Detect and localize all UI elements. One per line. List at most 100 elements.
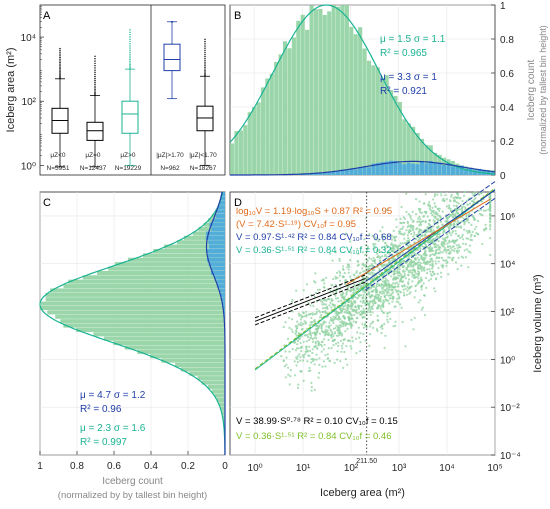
scatter-point bbox=[429, 248, 432, 251]
scatter-point bbox=[340, 320, 344, 323]
scatter-point bbox=[356, 331, 359, 334]
scatter-point bbox=[480, 208, 483, 211]
scatter-point bbox=[322, 298, 325, 301]
scatter-point bbox=[326, 329, 329, 332]
scatter-point bbox=[362, 332, 365, 335]
scatter-point bbox=[311, 312, 314, 315]
hist-bar bbox=[164, 244, 225, 249]
scatter-point bbox=[452, 241, 455, 244]
scatter-point bbox=[398, 268, 401, 271]
scatter-point bbox=[385, 293, 388, 297]
scatter-point bbox=[329, 301, 332, 304]
y-axis-label: Iceberg volume (m³) bbox=[532, 274, 544, 372]
scatter-point bbox=[425, 253, 428, 256]
scatter-point bbox=[478, 212, 481, 215]
scatter-point bbox=[381, 280, 385, 283]
scatter-point bbox=[280, 355, 283, 358]
scatter-point bbox=[324, 333, 327, 336]
scatter-point bbox=[361, 267, 364, 270]
scatter-point bbox=[467, 237, 470, 240]
box-outlier bbox=[129, 29, 131, 31]
scatter-point bbox=[321, 301, 324, 304]
scatter-point bbox=[390, 275, 393, 278]
hist-bar bbox=[214, 393, 225, 398]
scatter-point bbox=[306, 360, 309, 363]
box-outlier bbox=[204, 49, 206, 52]
scatter-point bbox=[329, 252, 332, 255]
scatter-point bbox=[446, 260, 449, 264]
scatter-point bbox=[381, 246, 384, 249]
scatter-point bbox=[446, 236, 449, 239]
scatter-point bbox=[300, 350, 303, 353]
scatter-point bbox=[392, 236, 395, 239]
scatter-point bbox=[387, 294, 390, 297]
hist-bar bbox=[223, 310, 225, 315]
scatter-point bbox=[394, 288, 397, 291]
scatter-point bbox=[463, 194, 466, 197]
scatter-point bbox=[310, 389, 313, 392]
scatter-point bbox=[295, 356, 298, 359]
scatter-point bbox=[347, 271, 350, 274]
box-outlier bbox=[94, 87, 96, 89]
scatter-point bbox=[436, 235, 439, 238]
scatter-point bbox=[418, 215, 421, 218]
scatter-point bbox=[348, 319, 351, 322]
fit-line bbox=[254, 187, 496, 370]
scatter-point bbox=[411, 210, 414, 213]
scatter-point bbox=[373, 289, 376, 292]
scatter-point bbox=[364, 295, 367, 298]
box-n-label: N=18267 bbox=[190, 165, 217, 172]
hist-bar bbox=[437, 162, 442, 175]
scatter-point bbox=[294, 349, 297, 352]
scatter-point bbox=[324, 303, 327, 306]
scatter-point bbox=[431, 214, 434, 217]
scatter-point bbox=[376, 329, 379, 333]
scatter-point bbox=[433, 193, 437, 196]
hist-bar bbox=[252, 107, 257, 175]
scatter-point bbox=[417, 230, 420, 233]
scatter-point bbox=[455, 244, 458, 247]
scatter-point bbox=[431, 253, 434, 256]
scatter-point bbox=[426, 268, 429, 271]
scatter-point bbox=[377, 254, 380, 257]
scatter-point bbox=[362, 296, 365, 299]
scatter-point bbox=[375, 291, 378, 294]
scatter-point bbox=[311, 313, 314, 316]
scatter-point bbox=[461, 209, 464, 212]
scatter-point bbox=[309, 369, 312, 372]
hist-bar bbox=[318, 172, 323, 175]
scatter-point bbox=[406, 289, 409, 292]
scatter-point bbox=[394, 239, 397, 242]
scatter-point bbox=[386, 312, 389, 315]
scatter-point bbox=[368, 295, 371, 298]
scatter-point bbox=[341, 347, 344, 350]
scatter-point bbox=[456, 246, 459, 250]
annotation: V = 0.36·S¹·⁵¹ R² = 0.84 CV₁₀f = 0.32 bbox=[236, 245, 392, 256]
scatter-point bbox=[374, 296, 378, 299]
scatter-point bbox=[451, 258, 454, 261]
scatter-point bbox=[413, 296, 416, 299]
scatter-point bbox=[409, 286, 412, 289]
scatter-point bbox=[377, 238, 380, 241]
scatter-point bbox=[469, 235, 472, 238]
scatter-point bbox=[381, 301, 385, 305]
scatter-point bbox=[403, 241, 407, 244]
scatter-point bbox=[358, 336, 361, 339]
scatter-point bbox=[369, 300, 372, 303]
scatter-point bbox=[322, 321, 325, 324]
box-outlier bbox=[94, 65, 96, 67]
scatter-point bbox=[296, 360, 299, 364]
scatter-point bbox=[441, 251, 444, 254]
scatter-point bbox=[299, 323, 302, 326]
scatter-point bbox=[382, 239, 385, 242]
hist-bar bbox=[211, 227, 225, 232]
scatter-point bbox=[313, 295, 316, 298]
scatter-point bbox=[328, 304, 331, 307]
scatter-point bbox=[369, 310, 372, 313]
scatter-point bbox=[407, 287, 410, 290]
scatter-point bbox=[441, 266, 444, 269]
scatter-point bbox=[334, 315, 337, 318]
scatter-point bbox=[284, 350, 287, 353]
hist-bar bbox=[415, 133, 420, 175]
scatter-point bbox=[305, 345, 308, 349]
